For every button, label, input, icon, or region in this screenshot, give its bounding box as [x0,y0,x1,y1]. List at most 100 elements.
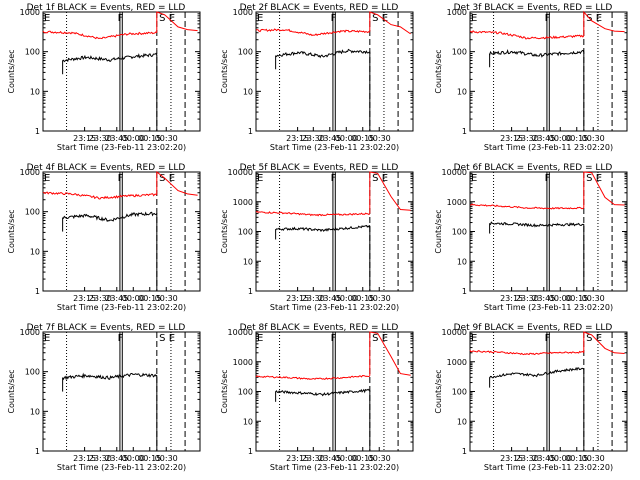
marker-label-f: F [331,13,337,24]
y-tick-label: 100 [25,368,40,377]
marker-label-f: F [118,173,124,184]
x-axis-label: Start Time (23-Feb-11 23:02:20) [484,143,613,152]
y-tick-label: 100 [238,228,253,237]
events-series [62,211,158,222]
x-tick-label: 00:15 [351,294,374,303]
marker-label-f: F [545,13,551,24]
marker-label-f: F [331,173,337,184]
lld-series [469,203,585,210]
x-axis-label: Start Time (23-Feb-11 23:02:20) [270,143,399,152]
x-tick-label: 00:00 [122,294,145,303]
x-tick-label: 23:45 [532,134,555,143]
chart-panel-1: Det 1f BLACK = Events, RED = LLD 1 10 100 10… [7,3,201,152]
y-axis-label: Counts/sec [220,209,229,253]
x-tick-label: 00:30 [155,294,178,303]
marker-label-f: F [118,333,124,344]
y-tick-label: 10 [457,87,467,96]
lld-series-tail [369,171,411,214]
chart-panel-8: Det 8f BLACK = Events, RED = LLD 1 10 100 10… [220,323,414,472]
x-tick-label: 00:15 [138,454,161,463]
marker-label-s-e: S E [159,173,175,184]
chart-title: Det 4f BLACK = Events, RED = LLD [27,163,186,173]
x-tick-label: 00:30 [368,294,391,303]
lld-series [255,374,371,380]
plot-frame [42,11,201,132]
y-axis-label: Counts/sec [7,49,16,93]
chart-title: Det 8f BLACK = Events, RED = LLD [240,323,399,333]
lld-series [42,30,158,40]
y-tick-label: 100 [25,48,40,57]
x-tick-label: 23:15 [73,134,96,143]
y-tick-label: 1 [248,287,253,296]
marker-label-s-e: S E [159,13,175,24]
lld-series-tail [369,331,411,376]
chart-title: Det 1f BLACK = Events, RED = LLD [27,3,186,13]
x-tick-label: 23:30 [89,294,112,303]
y-tick-label: 1 [248,447,253,456]
events-series [275,224,371,233]
y-tick-label: 10000 [442,168,467,177]
x-tick-label: 00:30 [155,454,178,463]
x-tick-label: 23:15 [286,294,309,303]
lld-series-tail [583,331,625,354]
y-tick-label: 10 [243,257,253,266]
x-axis-label: Start Time (23-Feb-11 23:02:20) [270,303,399,312]
y-tick-label: 1000 [447,8,467,17]
lld-series-tail [583,171,625,208]
x-tick-label: 23:15 [500,134,523,143]
y-tick-label: 1000 [233,198,253,207]
events-series [62,52,158,63]
events-series [489,49,585,58]
x-tick-label: 00:00 [335,134,358,143]
y-tick-label: 1000 [447,358,467,367]
chart-panel-6: Det 6f BLACK = Events, RED = LLD 1 10 100 10… [434,163,628,312]
events-series [62,372,158,381]
y-tick-label: 1 [462,287,467,296]
x-tick-label: 00:15 [138,134,161,143]
plot-frame [469,11,628,132]
lld-series [469,350,585,356]
marker-label-e: E [44,13,50,24]
marker-label-f: F [331,333,337,344]
y-axis-label: Counts/sec [7,369,16,413]
chart-title: Det 5f BLACK = Events, RED = LLD [240,163,399,173]
x-tick-label: 00:30 [368,454,391,463]
x-tick-label: 23:45 [105,294,128,303]
lld-series-tail [369,11,411,35]
y-tick-label: 10 [457,417,467,426]
y-tick-label: 10 [30,87,40,96]
plot-frame [255,11,414,132]
y-tick-label: 1 [35,127,40,136]
y-tick-label: 1 [462,127,467,136]
x-tick-label: 00:15 [565,134,588,143]
plot-frame [42,331,201,452]
y-axis-label: Counts/sec [7,209,16,253]
y-axis-label: Counts/sec [434,369,443,413]
x-tick-label: 00:30 [155,134,178,143]
lld-series-tail [583,10,625,36]
x-tick-label: 23:30 [89,134,112,143]
chart-title: Det 3f BLACK = Events, RED = LLD [454,3,613,13]
y-tick-label: 100 [452,48,467,57]
x-tick-label: 00:00 [549,134,572,143]
x-tick-label: 23:30 [516,294,539,303]
y-axis-label: Counts/sec [220,369,229,413]
marker-label-s-e: S E [586,13,602,24]
plot-frame [42,171,201,292]
x-tick-label: 23:30 [516,454,539,463]
lld-series [469,30,585,40]
y-tick-label: 1000 [233,8,253,17]
y-tick-label: 10 [30,407,40,416]
y-tick-label: 1000 [233,358,253,367]
x-tick-label: 00:15 [565,454,588,463]
y-tick-label: 100 [452,388,467,397]
marker-label-e: E [257,13,263,24]
lld-series [255,210,370,217]
y-tick-label: 1 [35,447,40,456]
x-axis-label: Start Time (23-Feb-11 23:02:20) [270,463,399,472]
x-tick-label: 00:00 [122,454,145,463]
x-tick-label: 23:30 [302,294,325,303]
y-tick-label: 100 [238,388,253,397]
lld-series-tail [156,170,198,196]
